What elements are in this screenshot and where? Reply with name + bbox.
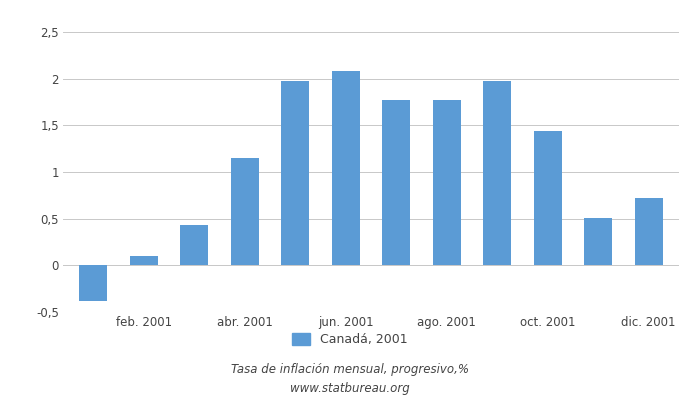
Text: Tasa de inflación mensual, progresivo,%: Tasa de inflación mensual, progresivo,% (231, 364, 469, 376)
Bar (433, 100, 461, 265)
Text: www.statbureau.org: www.statbureau.org (290, 382, 410, 395)
Bar (281, 82, 309, 265)
Bar (130, 256, 158, 265)
Bar (332, 71, 360, 265)
Bar (584, 218, 612, 265)
Bar (534, 131, 561, 265)
Bar (483, 82, 511, 265)
Bar (382, 100, 410, 265)
Bar (231, 158, 259, 265)
Legend: Canadá, 2001: Canadá, 2001 (288, 328, 412, 351)
Bar (181, 225, 208, 265)
Bar (79, 265, 107, 301)
Bar (635, 198, 663, 265)
